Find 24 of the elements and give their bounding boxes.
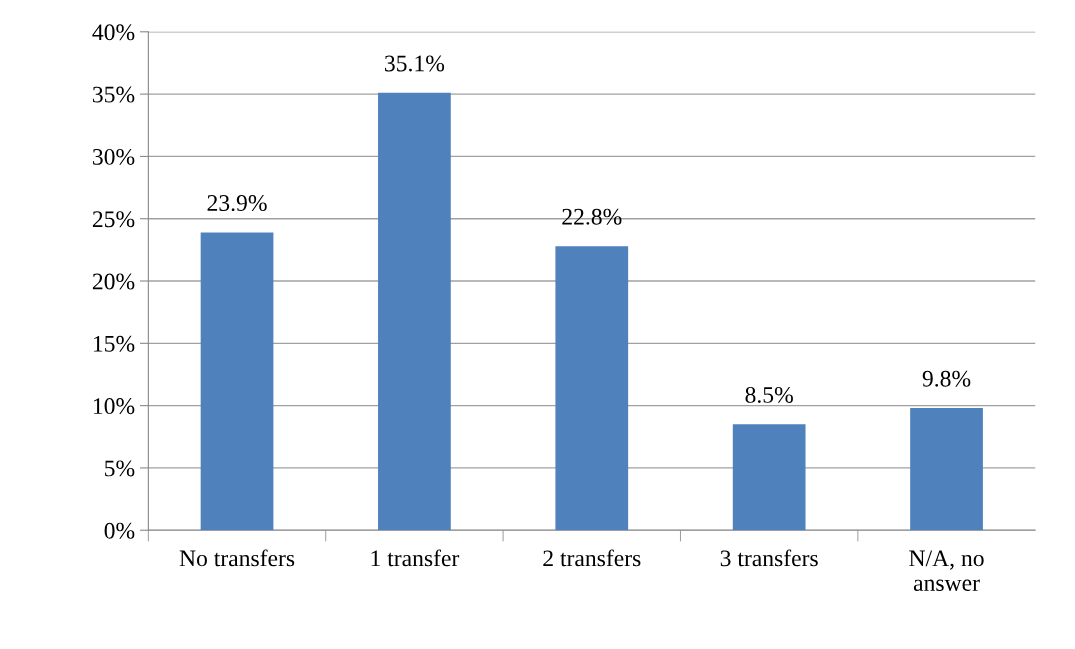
x-tick-label: 1 transfer: [371, 549, 460, 567]
y-tick-label: 25%: [92, 211, 135, 228]
y-tick-label: 0%: [104, 522, 135, 539]
y-tick-label: 30%: [93, 148, 135, 165]
y-tick-label: 20%: [92, 273, 135, 290]
data-label: 8.5%: [745, 386, 793, 403]
bar: [378, 92, 451, 531]
y-tick-label: 5%: [105, 460, 135, 477]
x-tick-label: 2 transfers: [543, 549, 641, 567]
data-label: 22.8%: [562, 208, 622, 225]
bar: [910, 408, 983, 531]
y-tick-label: 35%: [93, 86, 135, 103]
x-tick-label: No transfers: [179, 549, 295, 567]
bar: [200, 232, 274, 531]
y-tick-label: 10%: [93, 398, 135, 415]
x-tick-label: N/A, no answer: [909, 550, 984, 591]
y-tick-label: 40%: [92, 24, 135, 41]
data-label: 35.1%: [385, 55, 445, 72]
data-label: 23.9%: [207, 195, 267, 212]
bar: [555, 246, 629, 531]
bar: [732, 424, 806, 531]
x-tick-label: 3 transfers: [720, 549, 818, 567]
data-label: 9.8%: [922, 370, 971, 387]
y-tick-label: 15%: [93, 335, 135, 352]
